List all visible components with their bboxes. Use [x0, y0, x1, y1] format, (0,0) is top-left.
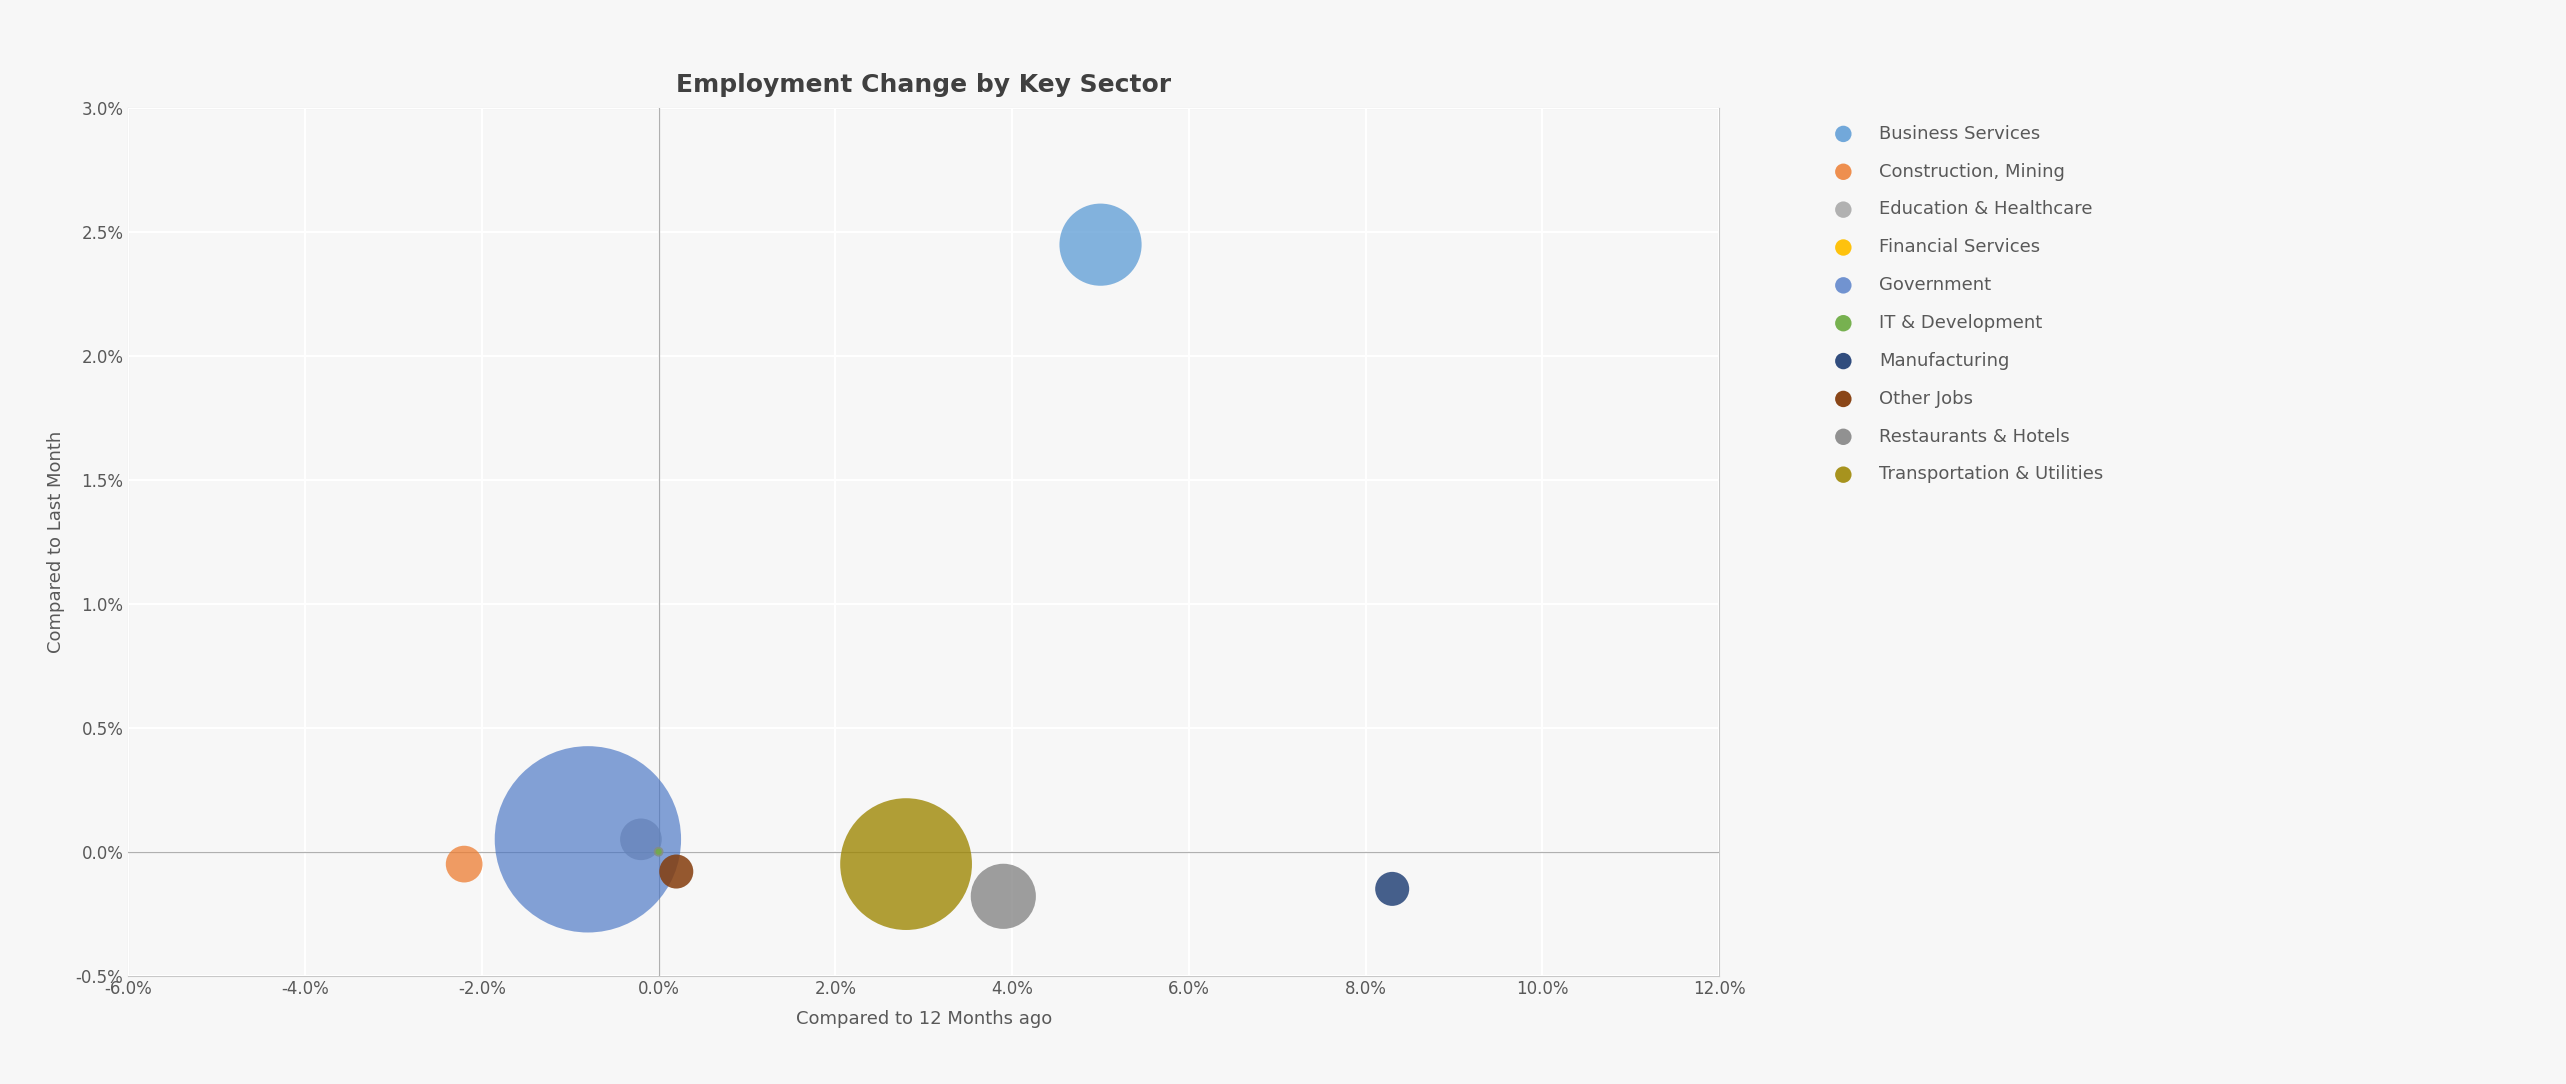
Point [639, 843, 680, 861]
Point [1080, 236, 1121, 254]
X-axis label: Compared to 12 Months ago: Compared to 12 Months ago [795, 1009, 1052, 1028]
Point [1373, 880, 1414, 898]
Legend: Business Services, Construction, Mining, Education & Healthcare, Financial Servi: Business Services, Construction, Mining,… [1819, 117, 2112, 491]
Point [983, 888, 1024, 905]
Y-axis label: Compared to Last Month: Compared to Last Month [46, 430, 64, 654]
Point [621, 830, 662, 848]
Point [444, 855, 485, 873]
Title: Employment Change by Key Sector: Employment Change by Key Sector [677, 73, 1170, 96]
Point [657, 863, 698, 880]
Point [639, 843, 680, 861]
Point [885, 855, 926, 873]
Point [567, 830, 608, 848]
